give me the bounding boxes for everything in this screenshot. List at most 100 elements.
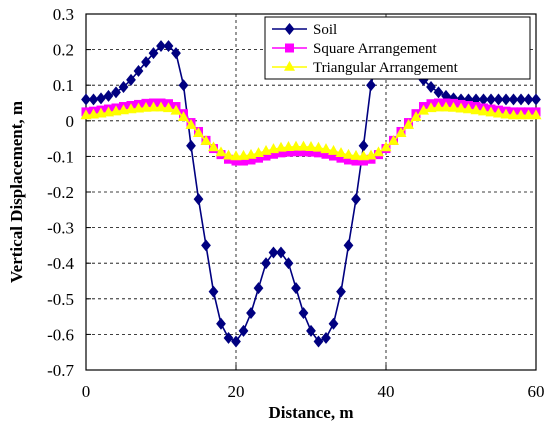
- soil-point: [321, 331, 331, 344]
- soil-point: [291, 282, 301, 295]
- soil-point: [246, 307, 256, 320]
- triangular-arrangement-point: [320, 143, 332, 154]
- triangular-arrangement-point: [125, 103, 137, 114]
- triangular-arrangement-point: [470, 104, 482, 115]
- soil-point: [171, 47, 181, 60]
- legend-item-square-arrangement: Square Arrangement: [272, 41, 438, 57]
- soil-point: [148, 47, 159, 60]
- triangular-arrangement-point: [522, 109, 535, 120]
- triangular-arrangement-point: [447, 101, 460, 112]
- triangular-arrangement-point: [155, 101, 167, 112]
- soil-point: [366, 79, 376, 92]
- soil-point: [156, 40, 166, 53]
- y-tick-label: -0.4: [47, 254, 74, 273]
- soil-point: [81, 93, 91, 106]
- triangular-arrangement-point: [80, 109, 92, 120]
- soil-point: [298, 307, 309, 320]
- triangular-arrangement-point: [95, 107, 107, 118]
- soil-point: [358, 139, 369, 152]
- triangular-arrangement-point: [170, 104, 182, 115]
- y-tick-label: -0.1: [47, 147, 74, 166]
- soil-point: [343, 239, 354, 252]
- y-axis-title: Vertical Displacement, m: [7, 101, 26, 283]
- y-axis: 0.3 0.2 0.1 0 -0.1 -0.2 -0.3 -0.4 -0.5 -0.6 -0.7: [47, 5, 91, 380]
- triangular-arrangement-point: [335, 147, 347, 157]
- y-tick-label: -0.2: [47, 183, 74, 202]
- legend: Soil Square Arrangement Triangular Arrange…: [264, 16, 531, 80]
- triangular-arrangement-point: [275, 141, 287, 152]
- legend-item-soil: Soil: [272, 22, 337, 38]
- triangular-arrangement-point: [102, 106, 115, 117]
- series-group: [80, 40, 542, 348]
- soil-point: [163, 40, 174, 53]
- y-tick-label: -0.5: [47, 290, 74, 309]
- soil-point: [493, 93, 504, 106]
- triangular-arrangement-point: [410, 111, 422, 122]
- soil-point: [283, 257, 294, 270]
- soil-point: [186, 139, 196, 152]
- triangular-arrangement-point: [462, 103, 475, 114]
- soil-line: [86, 45, 536, 343]
- triangular-arrangement-point: [432, 101, 445, 112]
- triangular-arrangement-point: [500, 108, 512, 119]
- triangular-arrangement-point: [515, 109, 527, 120]
- soil-point: [133, 64, 144, 77]
- triangular-arrangement-point: [402, 118, 415, 129]
- soil-point: [284, 23, 295, 35]
- soil-point: [336, 285, 346, 298]
- y-tick-label: -0.3: [47, 219, 74, 238]
- triangular-arrangement-point: [530, 109, 542, 120]
- soil-line-group: [81, 40, 541, 348]
- legend-label: Soil: [313, 22, 337, 38]
- triangular-arrangement-point: [207, 141, 220, 152]
- triangular-arrangement-point: [185, 118, 197, 129]
- y-tick-label: -0.6: [47, 325, 74, 344]
- y-tick-label: 0.1: [53, 76, 74, 95]
- soil-point: [178, 79, 189, 92]
- triangular-arrangement-point: [132, 102, 145, 113]
- triangular-arrangement-point: [327, 144, 340, 155]
- soil-point: [208, 285, 219, 298]
- triangular-arrangement-point: [147, 101, 160, 112]
- triangular-arrangement-point: [200, 134, 212, 145]
- triangular-arrangement-point: [440, 101, 452, 112]
- soil-point: [111, 86, 121, 99]
- triangular-arrangement-point: [357, 150, 370, 161]
- triangular-arrangement-point: [110, 105, 122, 116]
- soil-point: [216, 317, 226, 330]
- triangular-arrangement-point: [230, 150, 242, 161]
- triangular-arrangement-point: [507, 109, 520, 120]
- triangular-arrangement-point: [117, 104, 130, 115]
- legend-label: Triangular Arrangement: [313, 60, 459, 76]
- soil-point: [238, 324, 249, 337]
- soil-point: [516, 93, 526, 106]
- soil-point: [523, 93, 534, 106]
- triangular-arrangement-point: [350, 149, 362, 160]
- triangular-arrangement-point: [222, 149, 235, 160]
- soil-point: [426, 81, 436, 93]
- soil-point: [253, 282, 264, 295]
- legend-box: [264, 16, 531, 80]
- square-arrangement-point: [284, 43, 294, 53]
- triangular-arrangement-point: [387, 134, 400, 145]
- triangular-arrangement-point: [492, 107, 505, 118]
- triangular-arrangement-point: [477, 105, 490, 116]
- soil-point: [508, 93, 519, 106]
- soil-point: [201, 239, 211, 252]
- triangular-arrangement-point: [215, 146, 227, 157]
- triangular-arrangement-point: [297, 140, 310, 151]
- y-tick-label: 0.3: [53, 5, 74, 24]
- triangular-arrangement-point: [283, 60, 296, 71]
- soil-point: [351, 193, 361, 206]
- triangular-arrangement-point: [140, 101, 152, 112]
- soil-point: [268, 246, 279, 259]
- soil-point: [103, 89, 114, 102]
- soil-point: [313, 335, 324, 348]
- soil-point: [433, 86, 444, 99]
- y-tick-label: 0.2: [53, 41, 74, 60]
- x-tick-label: 0: [82, 382, 91, 401]
- soil-point: [223, 331, 234, 344]
- triangular-arrangement-point: [312, 141, 325, 152]
- soil-point: [261, 257, 271, 270]
